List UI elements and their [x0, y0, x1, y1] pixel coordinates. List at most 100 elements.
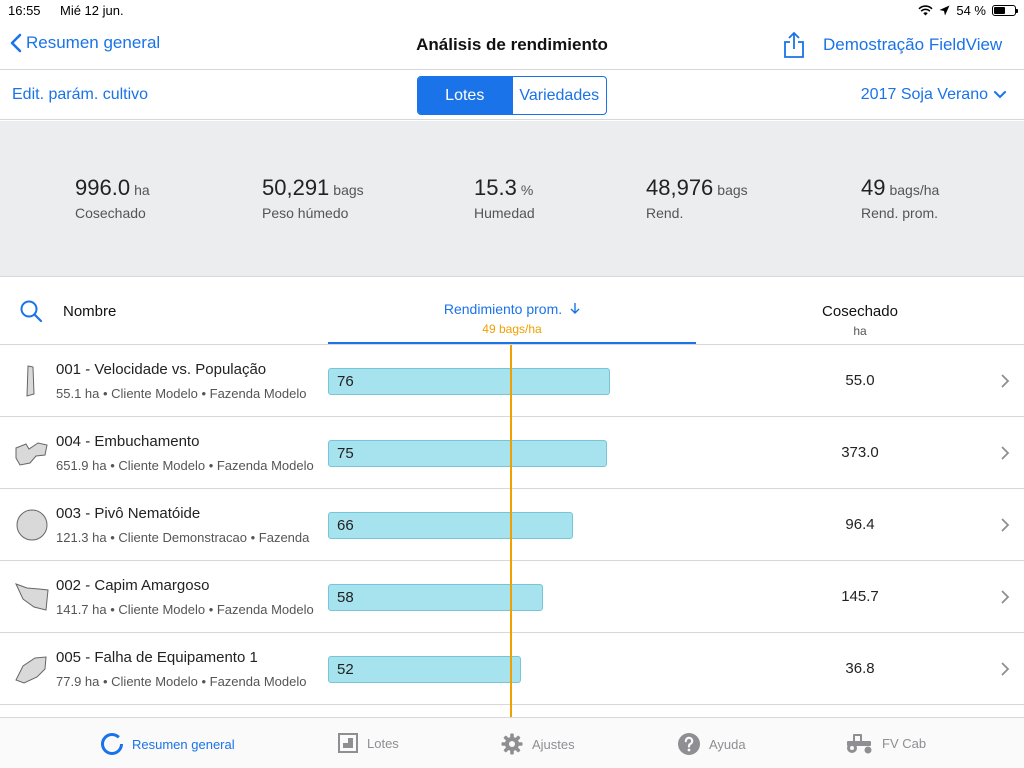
tab-fields[interactable]: Lotes — [337, 732, 399, 754]
stat-value: 15.3 — [474, 175, 517, 200]
stat-value: 996.0 — [75, 175, 131, 200]
help-icon — [678, 733, 700, 755]
back-button[interactable]: Resumen general — [10, 33, 160, 53]
average-yield-label: 49 bags/ha — [482, 322, 542, 336]
tractor-icon — [847, 734, 872, 754]
sort-column-underline — [328, 342, 696, 344]
field-harvested: 145.7 — [841, 588, 879, 605]
tab-bar: Resumen general Lotes Ajustes — [0, 717, 1024, 768]
tab-label: FV Cab — [882, 735, 927, 751]
chevron-right-icon — [1001, 446, 1010, 465]
stat-value: 48,976 — [646, 175, 714, 200]
stat-label: Humedad — [474, 205, 535, 221]
yield-bar: 58 — [328, 584, 543, 611]
column-avg-yield-label: Rendimiento prom. — [443, 301, 563, 317]
stat-value: 49 — [861, 175, 886, 200]
battery-fill — [994, 7, 1005, 14]
stat-value: 50,291 — [262, 175, 330, 200]
status-bar: 16:55 Mié 12 jun. 54 % — [0, 0, 1024, 20]
back-button-label: Resumen general — [26, 33, 161, 52]
chevron-right-icon — [1001, 374, 1010, 393]
segment-lotes[interactable]: Lotes — [418, 77, 512, 114]
stat-avg-yield: 49 bags/ha Rend. prom. — [861, 175, 939, 221]
share-icon — [784, 31, 804, 58]
stat-moisture: 15.3% Humedad — [474, 175, 535, 221]
segment-variedades[interactable]: Variedades — [511, 77, 607, 114]
stat-unit: ha — [134, 182, 150, 198]
chevron-left-icon — [10, 33, 22, 53]
location-icon — [939, 5, 950, 16]
season-selector[interactable]: 2017 Soja Verano — [861, 86, 1006, 104]
tab-label: Ayuda — [709, 736, 746, 752]
field-title: 003 - Pivô Nematóide — [56, 505, 201, 522]
column-avg-yield[interactable]: Rendimiento prom. 49 bags/ha — [328, 301, 696, 336]
tab-settings[interactable]: Ajustes — [500, 732, 575, 756]
column-header: Nombre Rendimiento prom. 49 bags/ha Cose… — [0, 277, 1024, 345]
battery-percent: 54 % — [956, 3, 986, 18]
field-shape-icon — [14, 435, 50, 471]
tab-label: Lotes — [367, 735, 399, 751]
field-harvested: 36.8 — [845, 660, 875, 677]
field-shape-icon — [14, 579, 50, 615]
yield-bar: 76 — [328, 368, 610, 395]
field-row[interactable]: 003 - Pivô Nematóide 121.3 ha • Cliente D… — [0, 489, 1024, 561]
average-yield-line — [510, 345, 512, 717]
summary-panel: 996.0 ha Cosechado 50,291 bags Peso húmedo… — [0, 121, 1024, 277]
column-name[interactable]: Nombre — [63, 303, 117, 320]
battery-icon — [992, 5, 1018, 16]
account-button[interactable]: Demostração FieldView — [823, 35, 1003, 54]
stat-unit: % — [520, 182, 534, 198]
field-harvested: 96.4 — [845, 516, 875, 533]
yield-bar-value: 52 — [337, 661, 354, 678]
tab-label: Ajustes — [532, 736, 575, 752]
tab-help[interactable]: Ayuda — [677, 732, 746, 756]
stat-label: Cosechado — [75, 205, 146, 221]
stat-unit: bags — [333, 182, 364, 198]
field-list: 001 - Velocidade vs. População 55.1 ha • … — [0, 345, 1024, 717]
yield-bar-value: 58 — [337, 589, 354, 606]
search-icon — [20, 300, 43, 323]
field-meta: 121.3 ha • Cliente Demonstracao • Fazend… — [56, 530, 310, 545]
field-shape-icon — [14, 507, 50, 543]
status-time: 16:55 — [8, 3, 41, 18]
stat-yield: 48,976 bags Rend. — [646, 175, 748, 221]
stat-label: Rend. — [646, 205, 684, 221]
field-meta: 651.9 ha • Cliente Modelo • Fazenda Mode… — [56, 458, 314, 473]
chevron-right-icon — [1001, 590, 1010, 609]
stat-unit: bags/ha — [889, 182, 940, 198]
field-row[interactable]: 001 - Velocidade vs. População 55.1 ha • … — [0, 345, 1024, 417]
wifi-icon — [918, 5, 933, 16]
yield-bar: 75 — [328, 440, 607, 467]
gear-icon — [501, 733, 523, 755]
fields-icon — [338, 733, 358, 753]
field-title: 002 - Capim Amargoso — [56, 577, 210, 594]
field-harvested: 373.0 — [841, 444, 879, 461]
stat-unit: bags — [717, 182, 748, 198]
field-shape-icon — [14, 651, 50, 687]
stat-wet-weight: 50,291 bags Peso húmedo — [262, 175, 364, 221]
field-meta: 55.1 ha • Cliente Modelo • Fazenda Model… — [56, 386, 307, 401]
field-title: 005 - Falha de Equipamento 1 — [56, 649, 258, 666]
overview-icon — [101, 733, 123, 755]
field-title: 004 - Embuchamento — [56, 433, 200, 450]
field-row[interactable]: 005 - Falha de Equipamento 1 77.9 ha • Cl… — [0, 633, 1024, 705]
stat-label: Peso húmedo — [262, 205, 349, 221]
share-button[interactable] — [783, 31, 805, 64]
field-row[interactable]: 004 - Embuchamento 651.9 ha • Cliente Mod… — [0, 417, 1024, 489]
field-row[interactable]: 002 - Capim Amargoso 141.7 ha • Cliente M… — [0, 561, 1024, 633]
field-shape-icon — [14, 363, 50, 399]
tab-overview[interactable]: Resumen general — [100, 732, 235, 756]
segmented-control: Lotes Variedades — [417, 76, 607, 115]
search-button[interactable] — [19, 299, 43, 328]
stat-label: Rend. prom. — [861, 205, 939, 221]
field-harvested: 55.0 — [845, 372, 875, 389]
field-meta: 77.9 ha • Cliente Modelo • Fazenda Model… — [56, 674, 307, 689]
navigation-bar: Resumen general Análisis de rendimiento … — [0, 20, 1024, 70]
yield-bar-value: 66 — [337, 517, 354, 534]
edit-crop-params-button[interactable]: Edit. parám. cultivo — [12, 86, 149, 103]
tab-fv-cab[interactable]: FV Cab — [844, 732, 926, 754]
status-right: 54 % — [918, 3, 1018, 18]
status-date: Mié 12 jun. — [60, 3, 124, 18]
column-harvested[interactable]: Cosechado ha — [780, 303, 940, 338]
toolbar: Edit. parám. cultivo Lotes Variedades 20… — [0, 70, 1024, 120]
